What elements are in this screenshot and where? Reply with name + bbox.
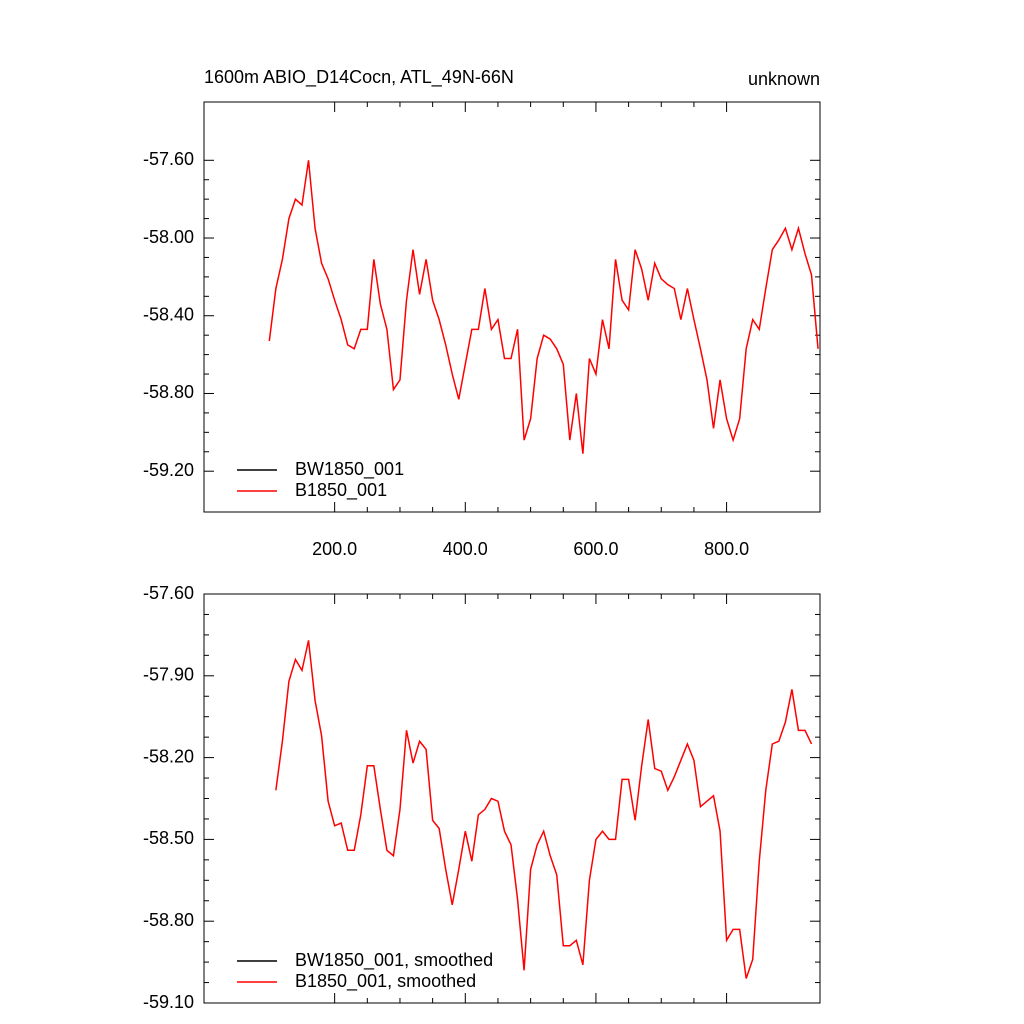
- plot-frame: [203, 101, 821, 513]
- y-tick-label: -57.60: [143, 149, 194, 169]
- y-tick-label: -57.90: [143, 665, 194, 685]
- y-tick-label: -58.80: [143, 910, 194, 930]
- legend-label: BW1850_001: [295, 459, 404, 480]
- data-line: [275, 640, 813, 979]
- y-tick-label: -58.50: [143, 828, 194, 848]
- x-tick-label: 600.0: [573, 539, 618, 559]
- chart-subtitle: unknown: [748, 69, 820, 89]
- x-tick-label: 400.0: [443, 539, 488, 559]
- chart-title: 1600m ABIO_D14Cocn, ATL_49N-66N: [204, 67, 514, 88]
- y-tick-label: -57.60: [143, 583, 194, 603]
- legend-label: B1850_001, smoothed: [295, 971, 476, 992]
- y-tick-label: -58.20: [143, 746, 194, 766]
- legend-label: B1850_001: [295, 480, 387, 501]
- y-tick-label: -58.40: [143, 304, 194, 324]
- y-tick-label: -58.80: [143, 382, 194, 402]
- x-tick-label: 200.0: [312, 539, 357, 559]
- y-tick-label: -59.10: [143, 992, 194, 1012]
- plot-frame: [203, 593, 821, 1004]
- y-tick-label: -59.20: [143, 460, 194, 480]
- legend-label: BW1850_001, smoothed: [295, 950, 493, 971]
- data-line: [268, 160, 819, 454]
- y-tick-label: -58.00: [143, 227, 194, 247]
- x-tick-label: 800.0: [704, 539, 749, 559]
